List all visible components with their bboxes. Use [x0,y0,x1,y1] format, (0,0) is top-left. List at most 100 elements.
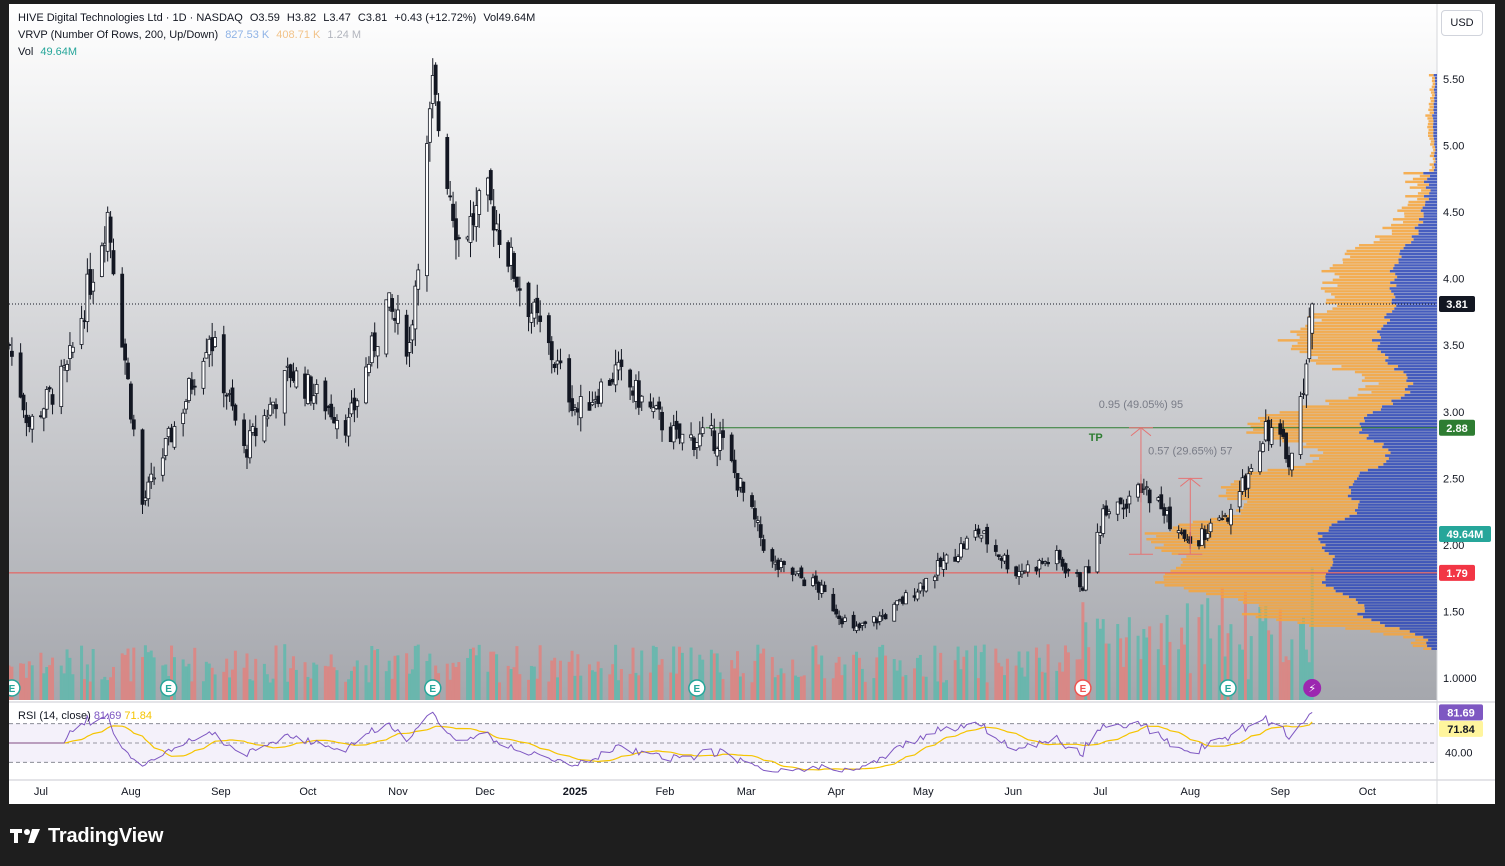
vrvp-up-row [1434,154,1437,158]
vrvp-up-row [1428,197,1437,201]
vrvp-down-row [1297,621,1381,625]
volume-bar [884,655,888,700]
volume-bar [637,675,641,700]
volume-bar [802,675,806,700]
vrvp-down-row [1260,610,1365,613]
vrvp-up-row [1423,635,1437,639]
vrvp-up-row [1354,480,1437,483]
candle-body [314,384,319,394]
volume-bar [1040,671,1044,700]
volume-bar [106,680,110,700]
candle-body [163,438,168,456]
vrvp-up-row [1435,148,1437,152]
volume-bar [457,662,461,700]
candle-body [1025,564,1030,573]
vrvp-down-row [1247,471,1360,475]
volume-bar [323,665,327,700]
volume-bar [776,674,780,700]
vrvp-down-row [1309,353,1386,356]
vrvp-down-row [1188,589,1336,593]
vrvp-down-row [1258,416,1364,420]
candle-body [146,481,151,500]
volume-bar [27,661,31,700]
vrvp-up-row [1380,621,1437,625]
candle-body [1107,511,1111,515]
volume-bar [291,656,295,700]
candle-body [857,623,862,629]
candle-body [120,273,125,348]
vrvp-up-row [1385,454,1437,457]
volume-bar [1127,617,1131,700]
volume-bar [228,677,232,700]
volume-bar [1148,626,1152,700]
vrvp-down-row [1326,298,1392,302]
vrvp-down-row [1313,313,1387,316]
vrvp-up-row [1423,220,1437,224]
volume-bar [1107,643,1111,700]
volume-bar [428,653,432,700]
candle-body [729,434,734,462]
candle-body [1298,396,1303,455]
vrvp-up-row [1430,189,1437,192]
price-chart[interactable]: 0.95 (49.05%) 95 0.57 (29.65%) 57 TP E E E E E E… [9,4,1495,804]
currency-button[interactable]: USD [1441,10,1483,36]
vrvp-down-row [1240,512,1357,515]
candle-body [782,561,786,566]
candle-body [329,403,334,418]
volume-bar [796,676,800,700]
rsi-legend: RSI (14, close) 81.69 71.84 [18,710,152,722]
vrvp-down-row [1227,497,1352,501]
vrvp-up-row [1413,382,1437,385]
vrvp-up-row [1366,437,1437,440]
volume-bar [466,657,470,700]
volume-bar [904,675,908,700]
vrvp-up-row [1422,206,1437,210]
vrvp-down-row [1427,117,1434,120]
vrvp-down-row [1342,258,1399,261]
vrvp-down-row [1305,324,1384,328]
vrvp-down-row [1432,146,1436,149]
vrvp-down-row [1206,592,1343,596]
candle-body [192,385,197,388]
volume-bar [1241,649,1245,700]
tradingview-logo[interactable]: TradingView [10,823,163,849]
price-tick-label: 5.00 [1443,141,1464,153]
vrvp-up-row [1410,391,1437,394]
volume-bar [1267,630,1271,700]
vrvp-down-row [1428,102,1434,106]
volume-bar [126,648,130,700]
price-tick-label: 3.00 [1443,407,1464,419]
vrvp-down-row [1345,627,1400,630]
volume-bar [1142,628,1146,700]
volume-bar [306,676,310,700]
volume-bar [39,652,43,700]
vrvp-down-row [1236,509,1356,512]
vrvp-up-row [1433,128,1437,132]
volume-bar [204,661,208,700]
volume-bar [962,656,966,700]
volume-bar [265,674,269,700]
volume-bar [451,662,455,700]
volume-bar [1287,660,1291,700]
vrvp-up-row [1332,563,1437,567]
measure-label-2: 0.57 (29.65%) 57 [1148,445,1232,457]
volume-bar [498,682,502,700]
vrvp-up-row [1434,94,1437,97]
volume-bar [1177,649,1181,700]
candle-body [570,398,574,412]
price-tick-label: 3.50 [1443,340,1464,352]
candle-body [129,383,133,420]
volume-bar [454,666,458,700]
volume-bar [201,681,205,700]
volume-bar [741,673,745,700]
price-tick-label: 2.00 [1443,540,1464,552]
vrvp-up-row [1380,408,1437,411]
volume-bar [489,651,493,700]
volume-bar [181,659,185,700]
volume-bar [1226,633,1230,700]
candle-body [1060,558,1065,567]
candles [9,58,1315,634]
candle-body [552,363,557,369]
vrvp-down-row [1290,347,1378,351]
volume-bar [405,653,409,700]
